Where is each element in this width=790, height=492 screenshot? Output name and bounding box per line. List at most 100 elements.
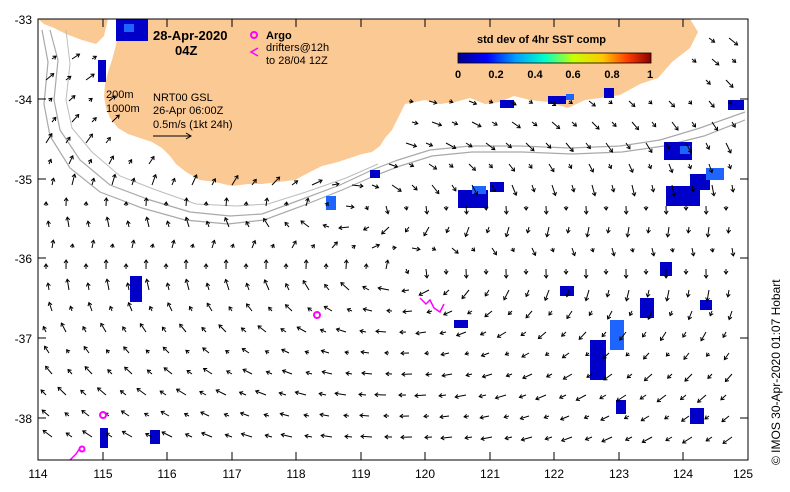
current-vector-head: [629, 168, 634, 174]
current-vector: [71, 53, 80, 60]
current-vector: [47, 283, 50, 291]
current-vector-head: [670, 103, 676, 108]
current-vector-head: [545, 233, 550, 238]
current-vector: [225, 434, 233, 438]
current-vector-head: [423, 232, 428, 237]
current-vector-head: [362, 307, 367, 312]
current-vector: [358, 393, 367, 396]
current-vector: [371, 184, 379, 189]
current-vector-head: [512, 191, 518, 197]
current-vector-head: [344, 434, 349, 439]
current-vector-head: [63, 259, 69, 264]
current-vector-head: [612, 122, 617, 128]
current-vector: [120, 390, 127, 396]
sst-stddev-patches: [98, 19, 744, 448]
current-vector-head: [603, 206, 609, 211]
current-vector-head: [88, 97, 93, 103]
current-vector-head: [143, 259, 149, 264]
current-vector: [206, 303, 213, 312]
current-vector-head: [691, 123, 697, 128]
current-vector: [385, 205, 389, 214]
current-vector-head: [215, 389, 220, 394]
current-vector: [667, 373, 673, 379]
current-vector-head: [130, 177, 136, 182]
current-vector-head: [690, 188, 696, 193]
current-vector-head: [606, 229, 611, 234]
current-vector-head: [518, 394, 524, 399]
current-vector: [306, 371, 313, 375]
current-vector-head: [416, 246, 421, 252]
current-vector-head: [163, 367, 168, 372]
current-vector-head: [424, 210, 430, 215]
current-vector: [660, 331, 667, 341]
current-vector-head: [92, 55, 98, 60]
current-vector: [645, 142, 653, 153]
current-vector-head: [399, 413, 404, 419]
current-vector-head: [50, 177, 56, 182]
current-vector: [607, 310, 613, 320]
current-vector: [381, 226, 390, 235]
current-vector-head: [721, 418, 726, 423]
current-vector-head: [403, 206, 409, 211]
current-vector-head: [386, 308, 391, 314]
current-vector: [691, 247, 695, 256]
current-vector-head: [109, 243, 115, 248]
current-vector-head: [360, 349, 365, 355]
current-vector-head: [343, 259, 349, 264]
current-vector: [728, 310, 733, 320]
current-vector-head: [414, 393, 419, 399]
current-vector: [505, 142, 512, 148]
current-vector: [561, 331, 567, 337]
current-vector: [571, 247, 576, 256]
current-vector: [321, 434, 333, 438]
current-vector: [531, 247, 536, 256]
current-vector-head: [43, 263, 49, 268]
current-vector-head: [375, 243, 381, 248]
current-vector: [108, 95, 116, 102]
current-vector-head: [264, 197, 270, 202]
current-vector-head: [305, 197, 310, 202]
current-vector-head: [243, 263, 249, 268]
current-vector: [336, 328, 347, 333]
current-vector-head: [211, 178, 217, 183]
current-vector-head: [69, 243, 75, 248]
current-vector: [345, 259, 347, 270]
x-tick-125: 125: [733, 467, 753, 481]
current-vector-head: [583, 210, 589, 215]
current-vector-head: [705, 297, 710, 302]
current-vector: [285, 304, 293, 312]
current-vector-head: [105, 349, 111, 354]
current-vector-head: [731, 123, 736, 128]
current-vector: [465, 226, 470, 237]
current-vector-head: [544, 435, 549, 441]
current-vector-head: [224, 197, 229, 202]
current-vector-head: [494, 395, 500, 400]
current-vector-head: [294, 390, 299, 396]
current-vector-head: [71, 173, 77, 178]
current-vector-head: [383, 413, 388, 419]
current-vector: [651, 184, 654, 192]
current-vector: [123, 346, 130, 354]
current-vector: [105, 432, 113, 438]
current-vector-head: [305, 370, 310, 376]
current-vector-head: [304, 433, 309, 439]
current-vector: [121, 410, 130, 417]
axis-ticks: [37, 18, 749, 460]
current-vector: [111, 114, 120, 123]
current-vector: [706, 289, 710, 301]
current-vector-head: [722, 439, 727, 444]
current-vector: [644, 373, 653, 381]
current-vector-head: [161, 431, 166, 436]
current-vector: [145, 433, 153, 438]
current-vector: [302, 280, 310, 291]
current-vector-head: [550, 167, 555, 173]
current-vector-head: [82, 430, 87, 435]
current-vector: [443, 289, 450, 295]
current-vector-head: [321, 369, 326, 375]
current-vector-head: [443, 290, 448, 296]
isobath-200m-label: 200m: [106, 89, 134, 101]
current-vector-head: [107, 369, 112, 374]
current-vector: [607, 226, 610, 233]
current-vector-head: [165, 220, 171, 225]
current-vector: [731, 184, 734, 192]
